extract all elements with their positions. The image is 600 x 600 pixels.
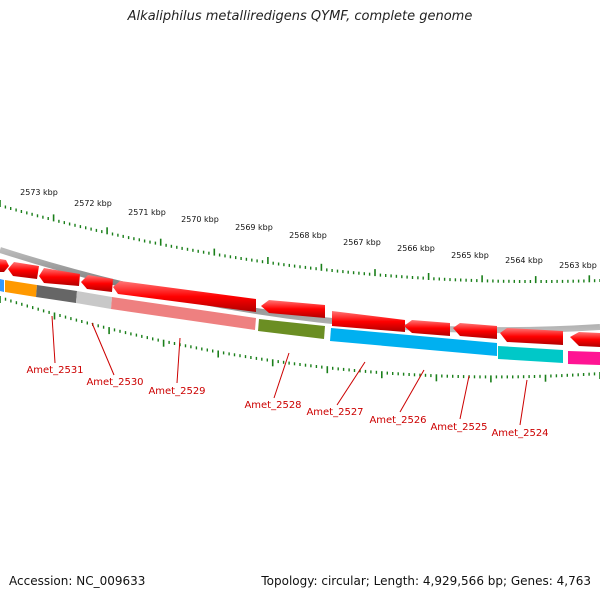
cds-arrow: [570, 332, 600, 347]
cds-arrow: [0, 259, 9, 272]
scale-label: 2564 kbp: [505, 256, 543, 265]
cog-segment: [330, 328, 497, 356]
scale-label: 2566 kbp: [397, 244, 435, 253]
scale-label: 2568 kbp: [289, 231, 327, 240]
accession-text: Accession: NC_009633: [9, 574, 146, 588]
cog-segment: [568, 351, 600, 365]
gene-label: Amet_2525: [430, 422, 487, 433]
scale-label: 2572 kbp: [74, 199, 112, 208]
scale-label: 2571 kbp: [128, 208, 166, 217]
gene-label: Amet_2529: [148, 386, 205, 397]
gene-leader-line: [176, 337, 181, 384]
cds-track: [0, 259, 600, 347]
gene-leader-line: [399, 369, 425, 413]
scale-label: 2570 kbp: [181, 215, 219, 224]
cds-arrow: [261, 300, 325, 318]
cds-arrow: [8, 262, 39, 279]
gene-leader-line: [336, 361, 366, 406]
scale-label: 2567 kbp: [343, 238, 381, 247]
cog-track: [0, 279, 600, 365]
cog-segment: [111, 297, 256, 330]
cog-segment: [76, 291, 112, 309]
scale-label: 2563 kbp: [559, 261, 597, 270]
outer-tick-ring: [0, 200, 600, 284]
genome-summary-text: Topology: circular; Length: 4,929,566 bp…: [261, 574, 591, 588]
gene-leader-line: [519, 379, 528, 426]
scale-labels: 2573 kbp 2572 kbp 2571 kbp 2570 kbp 2569 kbp…: [20, 188, 597, 270]
scale-label: 2565 kbp: [451, 251, 489, 260]
cds-arrow: [500, 328, 563, 345]
gene-label: Amet_2528: [244, 400, 301, 411]
gene-leader-line: [51, 315, 56, 364]
inner-tick-ring: [0, 296, 600, 383]
gene-leader-line: [273, 352, 290, 399]
gene-leader-line: [459, 375, 470, 420]
cog-segment: [36, 285, 77, 303]
gene-label: Amet_2531: [26, 365, 83, 376]
cds-arrow: [81, 275, 113, 292]
cog-segment: [5, 280, 37, 297]
scale-label: 2569 kbp: [235, 223, 273, 232]
cds-arrow: [453, 323, 497, 339]
gene-labels: Amet_2531 Amet_2530 Amet_2529 Amet_2528 …: [26, 365, 548, 439]
cds-arrow: [39, 268, 80, 286]
cog-segment: [498, 346, 563, 363]
page-title: Alkaliphilus metalliredigens QYMF, compl…: [127, 9, 473, 24]
gene-leaders: [51, 315, 528, 426]
cog-segment: [0, 279, 4, 292]
cds-arrow: [404, 320, 450, 336]
gene-label: Amet_2524: [491, 428, 548, 439]
gene-leader-line: [91, 322, 115, 376]
gene-label: Amet_2526: [369, 415, 426, 426]
cog-segment: [258, 319, 325, 339]
cds-arrow: [113, 281, 256, 312]
cds-arrow: [332, 311, 405, 332]
scale-label: 2573 kbp: [20, 188, 58, 197]
gene-label: Amet_2530: [86, 377, 143, 388]
gene-label: Amet_2527: [306, 407, 363, 418]
